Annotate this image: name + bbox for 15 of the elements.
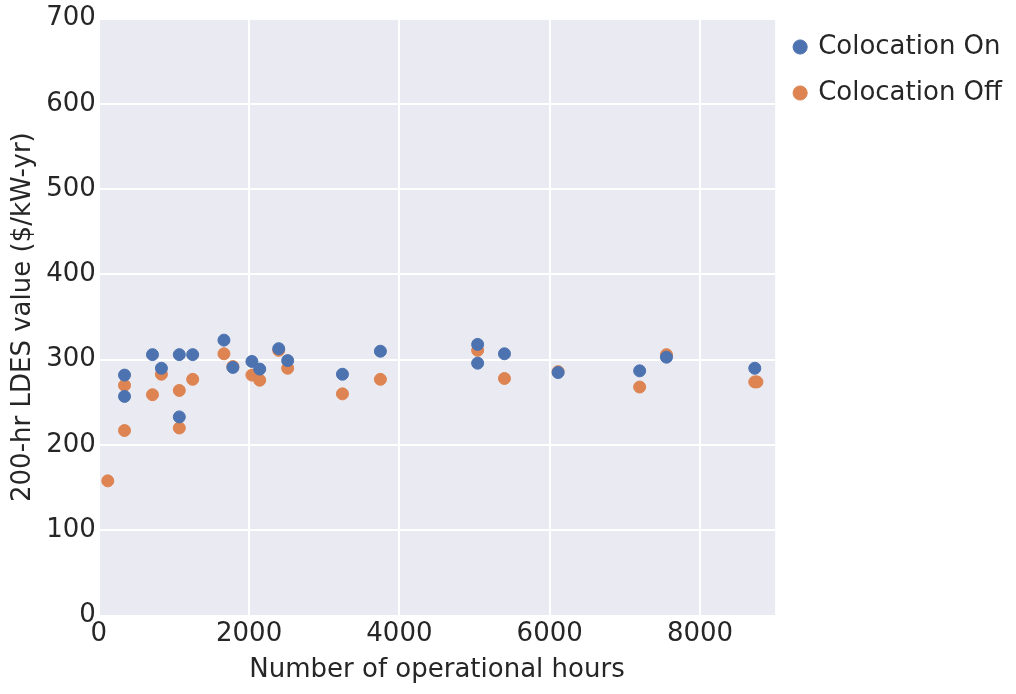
y-tick-label: 500 (46, 171, 96, 202)
x-tick-label: 8000 (666, 616, 734, 647)
y-tick-label: 400 (46, 257, 96, 288)
y-tick-label: 600 (46, 86, 96, 117)
y-tick-label: 100 (46, 513, 96, 544)
y-tick-label: 300 (46, 342, 96, 373)
legend-label: Colocation Off (818, 75, 1004, 106)
y-axis-title: 200-hr LDES value ($/kW-yr) (6, 132, 37, 502)
y-tick-label: 200 (46, 427, 96, 458)
x-axis-title: Number of operational hours (249, 653, 625, 684)
x-tick-label: 6000 (516, 616, 583, 647)
legend-label: Colocation On (818, 29, 1001, 60)
x-tick-label: 2000 (216, 616, 283, 647)
y-tick-label: 700 (46, 1, 96, 32)
x-tick-label: 4000 (366, 616, 433, 647)
